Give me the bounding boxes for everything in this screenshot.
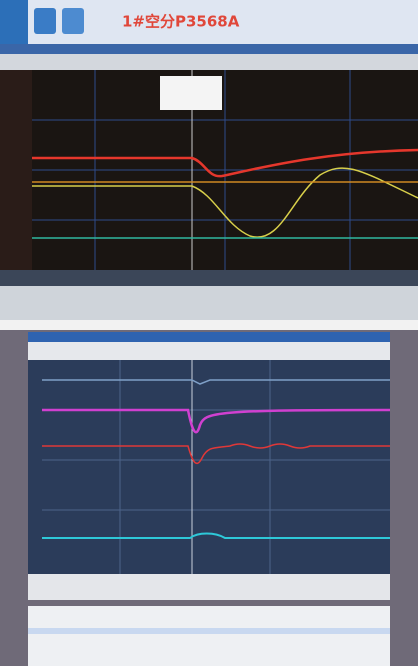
group-title-bar — [0, 44, 418, 54]
trend-toolbar — [0, 54, 418, 70]
selected-row[interactable] — [28, 628, 390, 634]
window-title: 1#空分P3568A — [122, 13, 240, 31]
tag-table — [28, 606, 390, 666]
toolbar-icon[interactable] — [62, 8, 84, 34]
trend-plot — [28, 360, 390, 574]
time-axis — [28, 574, 390, 600]
toolbar-icon[interactable] — [34, 8, 56, 34]
y-axis-panel — [0, 70, 32, 270]
tag-table — [0, 286, 418, 320]
menu-button[interactable] — [0, 0, 28, 44]
divider — [0, 320, 418, 330]
group-title-bar — [28, 332, 390, 342]
time-axis — [0, 270, 418, 286]
screenshot: 1#空分P3568A — [0, 0, 418, 666]
trend-toolbar — [28, 342, 390, 360]
cursor-tooltip — [160, 76, 222, 110]
